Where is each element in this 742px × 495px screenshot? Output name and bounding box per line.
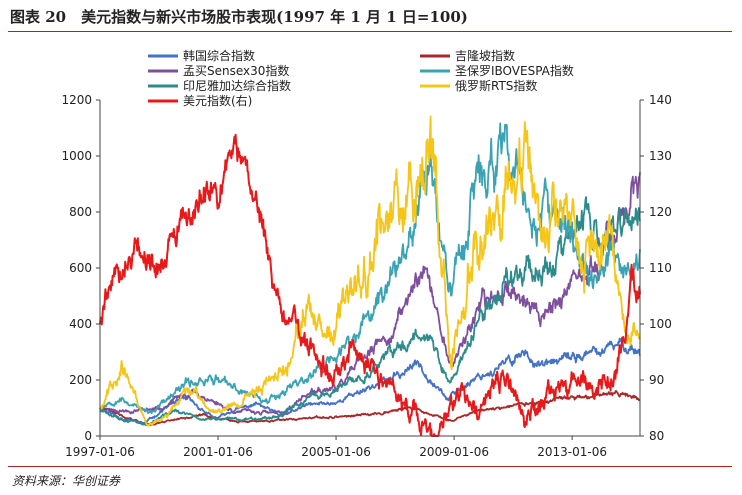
legend-label: 美元指数(右)	[183, 93, 252, 108]
series-line-2	[99, 196, 641, 427]
legend-label: 韩国综合指数	[183, 48, 255, 63]
legend-label: 孟买Sensex30指数	[183, 63, 289, 78]
series-lines	[99, 115, 641, 437]
right-tick-label: 90	[649, 373, 664, 387]
chart-axes: 0 200 400 600 800 1000 1200 80 90 100 110 120 130 140…	[61, 93, 671, 459]
left-tick-label: 0	[84, 429, 92, 443]
source-rule	[8, 466, 732, 467]
left-tick-label: 800	[69, 205, 92, 219]
figure-title: 图表 20 美元指数与新兴市场股市表现(1997 年 1 月 1 日=100)	[10, 8, 468, 26]
left-tick-label: 400	[69, 317, 92, 331]
left-tick-label: 1200	[61, 93, 92, 107]
left-tick-label: 200	[69, 373, 92, 387]
legend-label: 圣保罗IBOVESPA指数	[455, 63, 574, 78]
right-tick-label: 110	[649, 261, 672, 275]
right-tick-label: 140	[649, 93, 672, 107]
series-line-0	[99, 336, 641, 425]
x-tick-label: 2001-01-06	[183, 445, 253, 459]
title-rule	[8, 31, 732, 32]
legend-label: 俄罗斯RTS指数	[455, 78, 537, 93]
series-line-5	[99, 115, 641, 427]
x-tick-label: 2013-01-06	[537, 445, 607, 459]
right-tick-label: 100	[649, 317, 672, 331]
x-tick-label: 2005-01-06	[301, 445, 371, 459]
right-tick-label: 120	[649, 205, 672, 219]
legend-label: 吉隆坡指数	[455, 48, 515, 63]
left-tick-label: 1000	[61, 149, 92, 163]
left-tick-label: 600	[69, 261, 92, 275]
right-tick-label: 130	[649, 149, 672, 163]
series-line-3	[99, 389, 641, 426]
x-tick-label: 1997-01-06	[65, 445, 135, 459]
right-tick-label: 80	[649, 429, 664, 443]
source-note: 资料来源：华创证券	[12, 474, 121, 488]
x-tick-label: 2009-01-06	[419, 445, 489, 459]
series-line-6	[99, 133, 641, 437]
legend-label: 印尼雅加达综合指数	[183, 78, 291, 93]
